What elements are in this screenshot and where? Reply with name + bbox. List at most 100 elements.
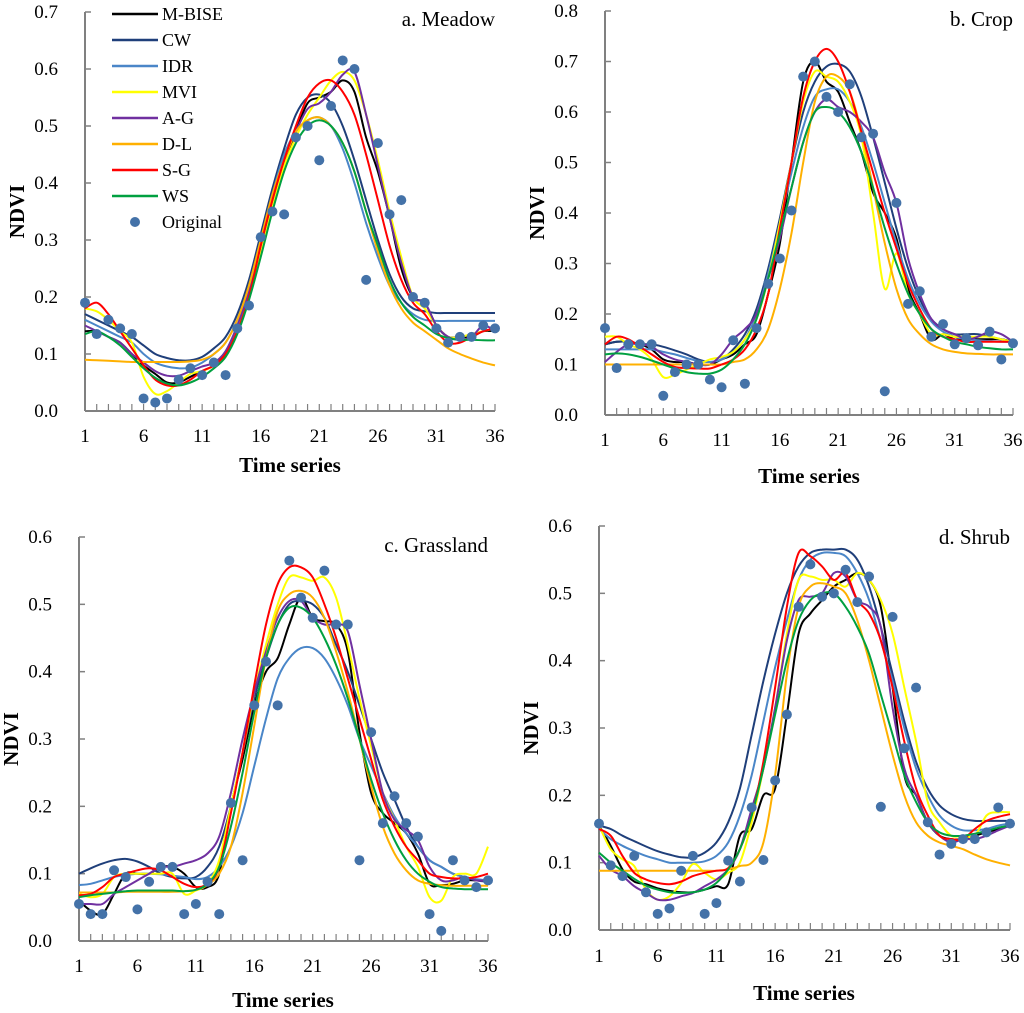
legend-item: IDR [112, 56, 193, 76]
y-tick-label: 0.3 [554, 254, 578, 275]
original-point [781, 709, 792, 720]
x-tick-label: 1 [74, 956, 84, 977]
series-line-m-bise [78, 596, 488, 917]
original-point [225, 797, 236, 808]
original-point [676, 865, 687, 876]
y-axis-title: NDVI [519, 701, 543, 755]
y-axis-title: NDVI [5, 185, 29, 239]
original-point [728, 335, 739, 346]
original-point [138, 393, 149, 404]
original-point [91, 329, 102, 340]
y-tick-label: 0.4 [548, 651, 572, 672]
legend-item: Original [130, 212, 222, 232]
original-point [244, 300, 254, 311]
original-point [805, 559, 816, 570]
original-point [594, 818, 604, 829]
legend-item: CW [112, 30, 191, 50]
original-point [739, 378, 750, 389]
original-point [664, 903, 675, 914]
original-point [279, 209, 290, 220]
y-tick-label: 0.0 [34, 401, 58, 422]
legend-label: M-BISE [162, 4, 223, 24]
original-point [993, 802, 1004, 813]
original-point [109, 865, 120, 876]
original-point [85, 909, 96, 920]
series-line-idr [598, 551, 1011, 864]
x-tick-label: 31 [942, 946, 961, 967]
y-tick-label: 0.5 [28, 594, 52, 615]
y-tick-label: 0.6 [548, 516, 572, 537]
series-line-ws [78, 605, 488, 899]
x-tick-label: 16 [245, 956, 264, 977]
chart-panel-3: 0.00.10.20.30.40.50.61 6 11 16 21 26 31 36Time … [0, 527, 498, 1012]
series-line-s-g [598, 548, 1011, 886]
x-tick-label: 36 [1004, 430, 1023, 451]
legend-label: Original [162, 212, 222, 232]
original-point [934, 849, 945, 860]
panel-title: d. Shrub [939, 525, 1010, 549]
legend-label: D-L [162, 134, 192, 154]
original-point [267, 206, 278, 217]
original-point [646, 339, 657, 350]
y-tick-label: 0.5 [554, 153, 578, 174]
y-tick-label: 0.2 [34, 287, 58, 308]
original-point [197, 370, 208, 381]
legend-label: WS [162, 186, 189, 206]
x-tick-label: 21 [303, 956, 322, 977]
original-point [669, 367, 680, 378]
x-tick-label: 26 [362, 956, 381, 977]
original-point [190, 898, 201, 909]
original-point [249, 700, 260, 711]
original-point [377, 818, 388, 829]
original-point [774, 253, 785, 264]
x-tick-label: 16 [770, 430, 789, 451]
original-point [144, 876, 155, 887]
original-point [938, 319, 949, 330]
original-point [817, 591, 828, 602]
x-tick-label: 21 [310, 426, 329, 447]
series-line-cw [84, 93, 495, 362]
y-tick-label: 0.7 [34, 2, 58, 23]
x-tick-label: 36 [479, 956, 498, 977]
original-point [396, 195, 407, 206]
series-line-a-g [79, 597, 489, 906]
original-point [220, 370, 231, 381]
legend-item: S-G [112, 160, 191, 180]
series-line-cw [598, 547, 1010, 859]
original-point [167, 861, 178, 872]
chart-panel-2: 0.00.10.20.30.40.50.60.70.81 6 11 16 21 26 31 3… [525, 1, 1023, 488]
legend-label: CW [162, 30, 191, 50]
original-point [208, 357, 219, 368]
series-line-d-l [605, 73, 1013, 366]
original-point [887, 611, 898, 622]
x-tick-label: 11 [712, 430, 730, 451]
original-point [447, 855, 458, 866]
y-tick-label: 0.3 [548, 718, 572, 739]
x-tick-label: 1 [600, 430, 610, 451]
original-point [162, 393, 172, 404]
original-point [408, 292, 418, 302]
original-point [734, 876, 745, 887]
y-tick-label: 0.6 [34, 59, 58, 80]
original-point [307, 612, 318, 623]
original-point [903, 298, 914, 309]
original-point [255, 232, 266, 243]
original-point [478, 320, 489, 331]
original-point [879, 386, 890, 397]
original-point [431, 323, 442, 334]
x-tick-label: 36 [486, 426, 505, 447]
original-point [74, 898, 84, 909]
original-point [611, 363, 622, 374]
original-point [864, 571, 875, 582]
chart-panel-4: 0.00.10.20.30.40.50.61 6 11 16 21 26 31 36Time … [519, 516, 1020, 1005]
original-point [296, 592, 307, 603]
y-tick-label: 0.1 [28, 864, 52, 885]
original-point [629, 850, 640, 861]
original-point [723, 855, 734, 866]
x-tick-label: 31 [427, 426, 446, 447]
original-point [652, 908, 663, 919]
legend-item: D-L [112, 134, 192, 154]
original-point [342, 619, 353, 630]
original-point [284, 555, 295, 566]
panel-title: c. Grassland [384, 533, 488, 557]
